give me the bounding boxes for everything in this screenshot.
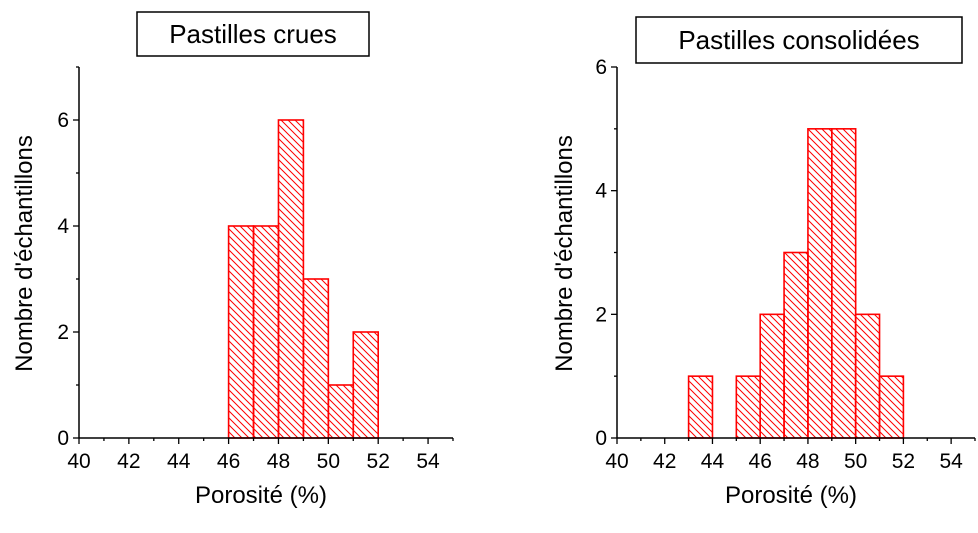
x-tick-label: 42 bbox=[653, 450, 676, 473]
y-tick-label: 6 bbox=[57, 109, 69, 132]
x-tick-label: 40 bbox=[67, 450, 90, 473]
title-box bbox=[136, 11, 370, 57]
x-tick-label: 42 bbox=[117, 450, 140, 473]
histogram-bar bbox=[302, 278, 330, 439]
y-tick-label: 4 bbox=[595, 180, 607, 203]
x-tick-label: 52 bbox=[367, 450, 390, 473]
x-tick-label: 50 bbox=[844, 450, 867, 473]
histogram-bar bbox=[878, 375, 905, 439]
chart-title: Pastilles consolidées bbox=[678, 25, 919, 55]
histogram-bar bbox=[327, 384, 355, 439]
x-tick-label: 54 bbox=[416, 450, 440, 473]
x-tick-label: 50 bbox=[317, 450, 340, 473]
y-tick-label: 4 bbox=[57, 215, 69, 238]
histogram-bar bbox=[807, 128, 833, 439]
x-tick-label: 52 bbox=[892, 450, 915, 473]
x-tick-label: 54 bbox=[939, 450, 963, 473]
histogram-bar bbox=[252, 225, 280, 439]
y-axis-label: Nombre d'échantillons bbox=[551, 135, 578, 372]
histogram-bar bbox=[227, 225, 255, 439]
y-tick-label: 2 bbox=[595, 303, 607, 326]
x-tick-label: 48 bbox=[267, 450, 290, 473]
histogram-bar bbox=[783, 251, 809, 439]
x-axis-label: Porosité (%) bbox=[725, 482, 857, 509]
histogram-bar bbox=[759, 313, 785, 439]
y-axis-label: Nombre d'échantillons bbox=[11, 135, 38, 372]
histogram-bar bbox=[352, 331, 379, 439]
y-tick-label: 0 bbox=[595, 427, 607, 450]
y-tick-label: 0 bbox=[57, 427, 69, 450]
y-tick-label: 2 bbox=[57, 321, 69, 344]
x-axis-label: Porosité (%) bbox=[195, 482, 327, 509]
y-tick-label: 6 bbox=[595, 56, 607, 79]
title-box bbox=[635, 16, 963, 64]
x-tick-label: 44 bbox=[167, 450, 191, 473]
histogram-bar bbox=[854, 313, 881, 439]
histogram-bar bbox=[830, 128, 857, 439]
chart-title: Pastilles crues bbox=[169, 19, 337, 49]
histogram-bar bbox=[735, 375, 761, 439]
histogram-bar bbox=[277, 119, 305, 439]
x-tick-label: 46 bbox=[217, 450, 240, 473]
histogram-bar bbox=[687, 375, 714, 439]
x-tick-label: 46 bbox=[749, 450, 772, 473]
x-tick-label: 44 bbox=[701, 450, 725, 473]
x-tick-label: 40 bbox=[605, 450, 628, 473]
x-tick-label: 48 bbox=[796, 450, 819, 473]
